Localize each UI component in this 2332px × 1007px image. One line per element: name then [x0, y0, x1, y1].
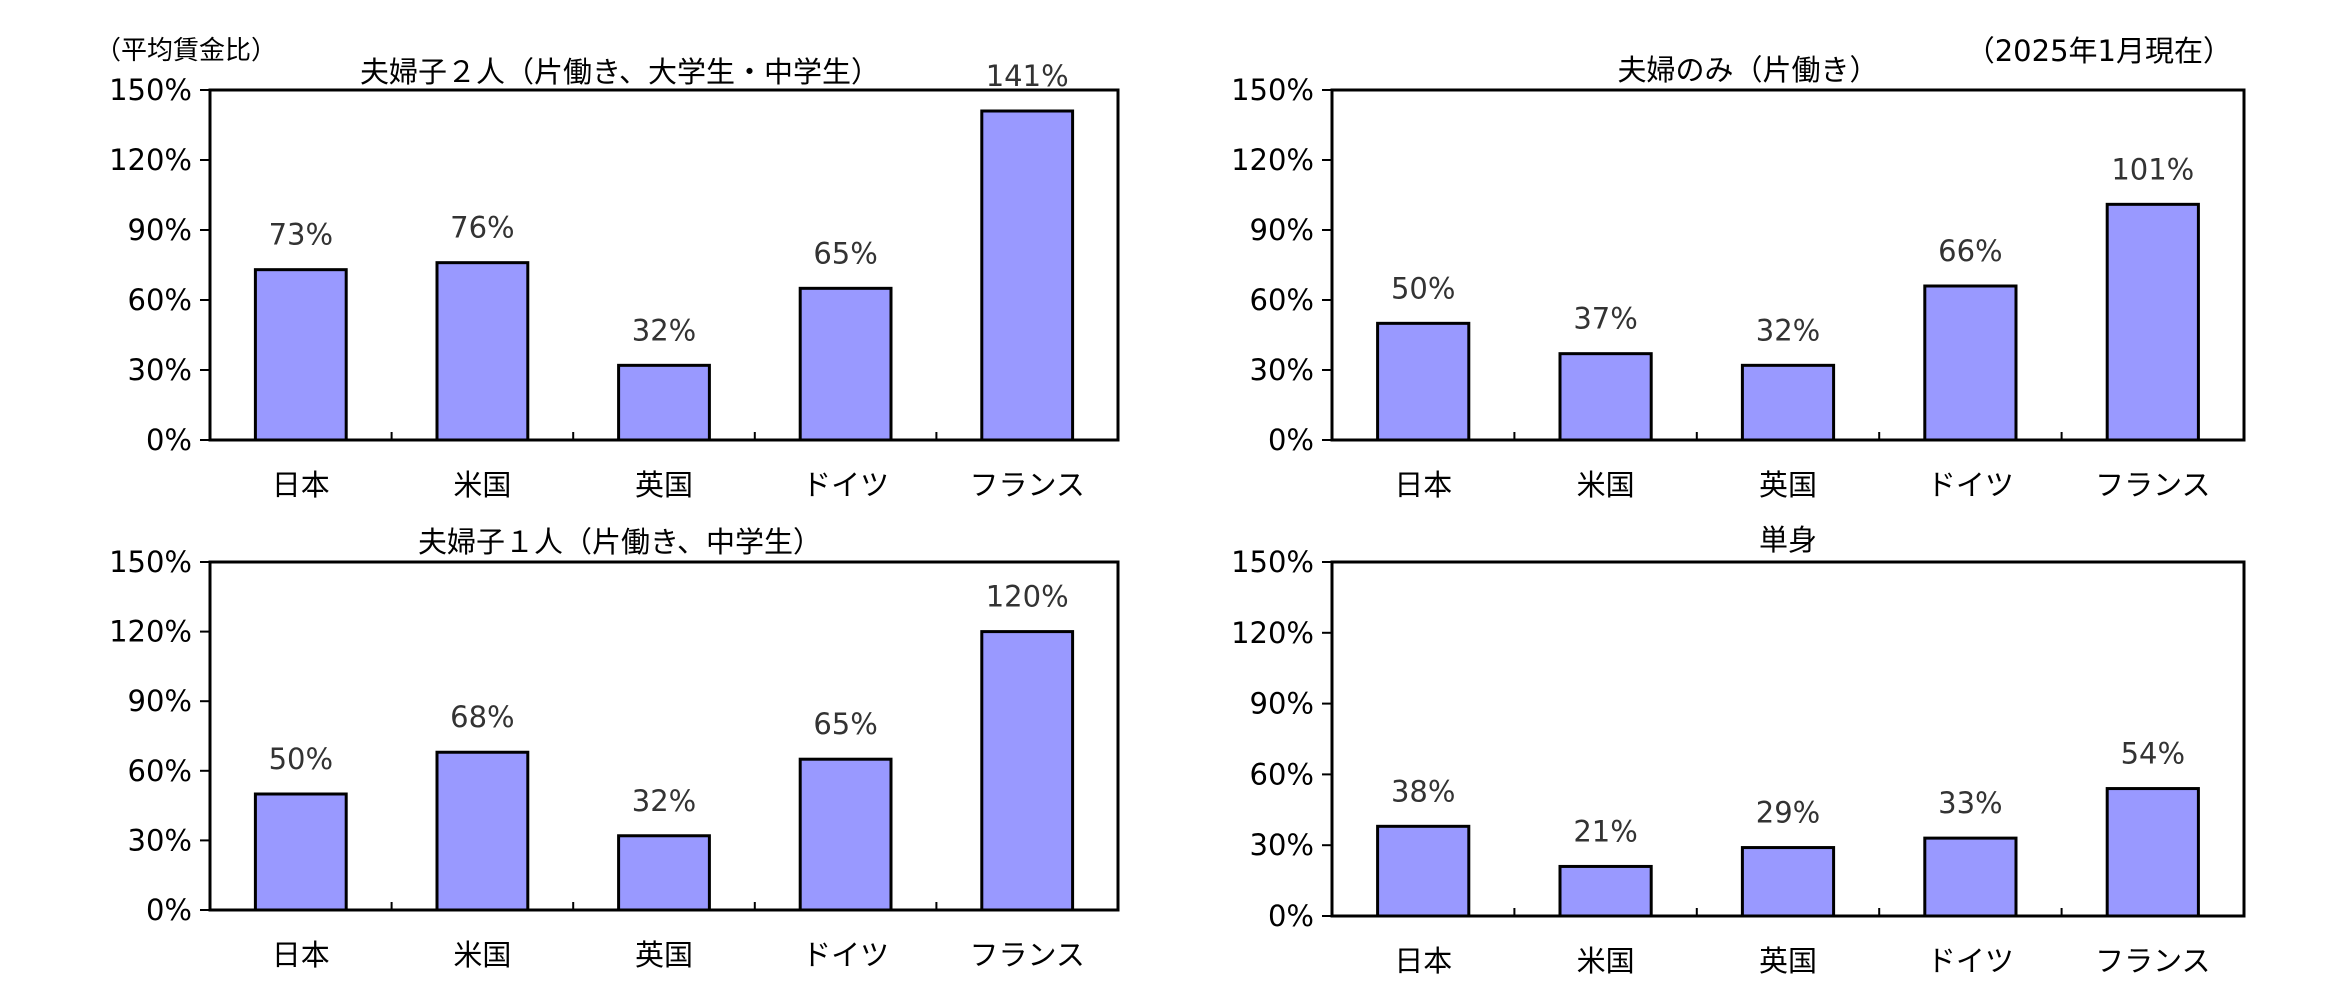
chart-4-bar-5 [2105, 787, 2200, 918]
chart-3-category-label-5: フランス [969, 938, 1084, 972]
chart-4-title: 単身 [1759, 523, 1817, 557]
chart-3-ytick-label: 90% [128, 684, 192, 718]
chart-1-ytick-label: 120% [109, 143, 192, 177]
chart-3-ytick-label: 60% [128, 754, 192, 788]
chart-2-category-label-3: 英国 [1759, 468, 1817, 502]
chart-4-ytick-label: 90% [1250, 687, 1314, 721]
chart-2-data-label-2: 37% [1573, 302, 1637, 336]
chart-4-bar-3 [1740, 846, 1836, 918]
chart-1-bar-5 [980, 109, 1075, 442]
chart-4-category-label-2: 米国 [1577, 944, 1635, 978]
chart-1-bar-3 [617, 363, 711, 442]
chart-2-data-label-4: 66% [1938, 234, 2002, 268]
chart-1-bar-1 [253, 268, 348, 442]
chart-1-category-label-1: 日本 [272, 468, 330, 502]
chart-1-category-label-3: 英国 [635, 468, 693, 502]
chart-4-category-label-5: フランス [2095, 944, 2210, 978]
chart-4-data-label-1: 38% [1391, 774, 1455, 808]
chart-2-data-label-1: 50% [1391, 271, 1455, 305]
chart-2-category-label-5: フランス [2095, 468, 2210, 502]
chart-2-data-label-3: 32% [1756, 313, 1820, 347]
chart-2-category-label-4: ドイツ [1927, 468, 2014, 502]
chart-1-data-label-3: 32% [632, 313, 696, 347]
chart-1-data-label-5: 141% [986, 59, 1069, 93]
chart-3-ytick-label: 30% [128, 823, 192, 857]
as-of-date: （2025年1月現在） [1965, 34, 2232, 68]
chart-3-bar-1 [253, 792, 348, 912]
chart-4-ytick-label: 30% [1250, 828, 1314, 862]
chart-2-ytick-label: 30% [1250, 353, 1314, 387]
chart-4-bar-2 [1558, 864, 1653, 918]
chart-2-data-label-5: 101% [2111, 152, 2194, 186]
chart-2-ytick-label: 60% [1250, 283, 1314, 317]
chart-4-ytick-label: 60% [1250, 757, 1314, 791]
chart-1-ytick-label: 30% [128, 353, 192, 387]
chart-1-category-label-5: フランス [969, 468, 1084, 502]
chart-3-bar-2 [435, 750, 530, 912]
chart-1-title: 夫婦子２人（片働き、大学生・中学生） [360, 55, 880, 89]
chart-1-ytick-label: 90% [128, 213, 192, 247]
chart-4-ytick-label: 120% [1231, 616, 1314, 650]
chart-3-ytick-label: 0% [146, 893, 192, 927]
chart-4-category-label-3: 英国 [1759, 944, 1817, 978]
chart-4-category-label-1: 日本 [1394, 944, 1452, 978]
chart-2-bar-2 [1558, 352, 1653, 442]
chart-2-ytick-label: 120% [1231, 143, 1314, 177]
chart-3-bar-3 [617, 834, 711, 912]
chart-4-data-label-2: 21% [1573, 814, 1637, 848]
chart-3-data-label-1: 50% [269, 742, 333, 776]
chart-4-data-label-5: 54% [2121, 737, 2185, 771]
chart-1-ytick-label: 0% [146, 423, 192, 457]
chart-3-data-label-5: 120% [986, 580, 1069, 614]
chart-1-data-label-4: 65% [813, 236, 877, 270]
chart-1-category-label-4: ドイツ [802, 468, 889, 502]
chart-4-data-label-3: 29% [1756, 796, 1820, 830]
chart-3-category-label-4: ドイツ [802, 938, 889, 972]
chart-2-ytick-label: 0% [1268, 423, 1314, 457]
chart-3-category-label-3: 英国 [635, 938, 693, 972]
chart-3-bar-5 [980, 630, 1075, 912]
chart-2-title: 夫婦のみ（片働き） [1617, 53, 1878, 87]
chart-3-title: 夫婦子１人（片働き、中学生） [418, 525, 822, 559]
chart-1-data-label-2: 76% [450, 211, 514, 245]
chart-3-category-label-1: 日本 [272, 938, 330, 972]
chart-3-ytick-label: 150% [109, 545, 192, 579]
chart-3-data-label-2: 68% [450, 700, 514, 734]
chart-3-data-label-4: 65% [813, 707, 877, 741]
chart-2-category-label-2: 米国 [1577, 468, 1635, 502]
y-axis-unit-note: （平均賃金比） [95, 36, 278, 66]
chart-1-ytick-label: 150% [109, 73, 192, 107]
chart-2-bar-1 [1376, 321, 1471, 442]
chart-2-bar-3 [1740, 363, 1836, 442]
chart-4-bar-1 [1376, 824, 1471, 918]
chart-1-data-label-1: 73% [269, 218, 333, 252]
chart-1-bar-4 [798, 286, 893, 442]
chart-4-category-label-4: ドイツ [1927, 944, 2014, 978]
chart-3-ytick-label: 120% [109, 615, 192, 649]
chart-3-data-label-3: 32% [632, 784, 696, 818]
chart-2-bar-4 [1923, 284, 2018, 442]
chart-1-ytick-label: 60% [128, 283, 192, 317]
chart-3-bar-4 [798, 757, 893, 912]
chart-2-bar-5 [2105, 202, 2200, 442]
chart-1-bar-2 [435, 261, 530, 442]
chart-1-category-label-2: 米国 [453, 468, 511, 502]
chart-3-category-label-2: 米国 [453, 938, 511, 972]
chart-2-category-label-1: 日本 [1394, 468, 1452, 502]
chart-4-bar-4 [1923, 836, 2018, 918]
chart-2-ytick-label: 150% [1231, 73, 1314, 107]
chart-2-ytick-label: 90% [1250, 213, 1314, 247]
chart-4-ytick-label: 0% [1268, 899, 1314, 933]
chart-4-data-label-4: 33% [1938, 786, 2002, 820]
chart-4-ytick-label: 150% [1231, 545, 1314, 579]
